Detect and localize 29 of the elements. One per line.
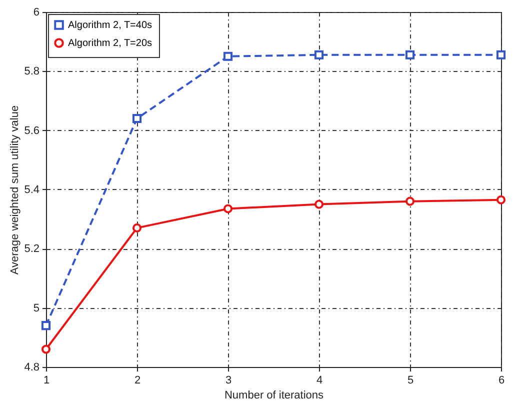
y-tick-label: 4.8 [24, 362, 40, 374]
y-tick-label: 5.8 [24, 66, 40, 78]
point [405, 50, 415, 60]
x-tick-label: 3 [225, 374, 232, 386]
point [223, 204, 233, 214]
x-tick-label: 4 [316, 374, 323, 386]
point [405, 196, 415, 206]
point [132, 114, 142, 124]
x-tick-label: 5 [407, 374, 414, 386]
y-tick-label: 5.6 [24, 124, 40, 137]
y-tick-label: 6 [33, 6, 40, 18]
point [41, 321, 51, 330]
point [223, 52, 233, 61]
legend-label: Algorithm 2, T=20s [68, 38, 152, 49]
x-tick-label: 1 [43, 374, 50, 386]
point [132, 223, 142, 232]
y-tick-label: 5 [33, 302, 40, 314]
y-tick-label: 5.2 [24, 243, 40, 256]
point [41, 344, 51, 354]
y-axis-title: Average weighted sum utility value [9, 105, 22, 275]
x-tick-label: 2 [134, 374, 141, 386]
legend-label: Algorithm 2, T=40s [68, 20, 152, 31]
x-axis-title: Number of iterations [224, 390, 324, 402]
point [314, 50, 324, 60]
point [314, 200, 324, 209]
point [496, 195, 506, 204]
point [496, 50, 506, 60]
y-tick-label: 5.4 [24, 184, 40, 196]
x-tick-label: 6 [498, 374, 505, 386]
